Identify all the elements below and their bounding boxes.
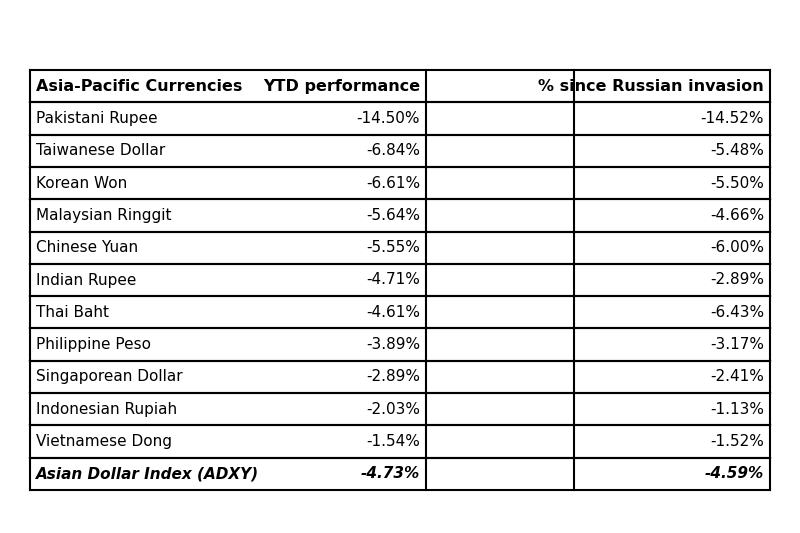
Text: -5.50%: -5.50% [710, 175, 764, 191]
Text: -2.03%: -2.03% [366, 402, 420, 417]
Text: -6.43%: -6.43% [710, 305, 764, 320]
Text: -2.89%: -2.89% [710, 272, 764, 287]
Text: -2.89%: -2.89% [366, 369, 420, 384]
Text: -6.00%: -6.00% [710, 240, 764, 255]
Text: Korean Won: Korean Won [36, 175, 127, 191]
Text: Taiwanese Dollar: Taiwanese Dollar [36, 143, 166, 158]
Text: Thai Baht: Thai Baht [36, 305, 109, 320]
Text: -1.52%: -1.52% [710, 434, 764, 449]
Text: YTD performance: YTD performance [262, 79, 420, 94]
Text: Vietnamese Dong: Vietnamese Dong [36, 434, 172, 449]
Text: -6.61%: -6.61% [366, 175, 420, 191]
Text: -5.64%: -5.64% [366, 208, 420, 223]
Text: -4.71%: -4.71% [366, 272, 420, 287]
Text: -5.55%: -5.55% [366, 240, 420, 255]
Text: Indonesian Rupiah: Indonesian Rupiah [36, 402, 177, 417]
Text: Malaysian Ringgit: Malaysian Ringgit [36, 208, 171, 223]
Text: -14.52%: -14.52% [701, 111, 764, 126]
Text: -4.66%: -4.66% [710, 208, 764, 223]
Text: -2.41%: -2.41% [710, 369, 764, 384]
Text: -6.84%: -6.84% [366, 143, 420, 158]
Text: -14.50%: -14.50% [357, 111, 420, 126]
Text: Asian Dollar Index (ADXY): Asian Dollar Index (ADXY) [36, 466, 259, 481]
Text: % since Russian invasion: % since Russian invasion [538, 79, 764, 94]
Text: -1.13%: -1.13% [710, 402, 764, 417]
Text: Chinese Yuan: Chinese Yuan [36, 240, 138, 255]
Text: -3.17%: -3.17% [710, 337, 764, 352]
Text: Singaporean Dollar: Singaporean Dollar [36, 369, 182, 384]
Text: Philippine Peso: Philippine Peso [36, 337, 151, 352]
Text: -5.48%: -5.48% [710, 143, 764, 158]
Text: -4.61%: -4.61% [366, 305, 420, 320]
Text: -1.54%: -1.54% [366, 434, 420, 449]
Text: -3.89%: -3.89% [366, 337, 420, 352]
Text: Indian Rupee: Indian Rupee [36, 272, 136, 287]
Text: -4.73%: -4.73% [361, 466, 420, 481]
Text: -4.59%: -4.59% [705, 466, 764, 481]
Text: Pakistani Rupee: Pakistani Rupee [36, 111, 158, 126]
Text: Asia-Pacific Currencies: Asia-Pacific Currencies [36, 79, 242, 94]
